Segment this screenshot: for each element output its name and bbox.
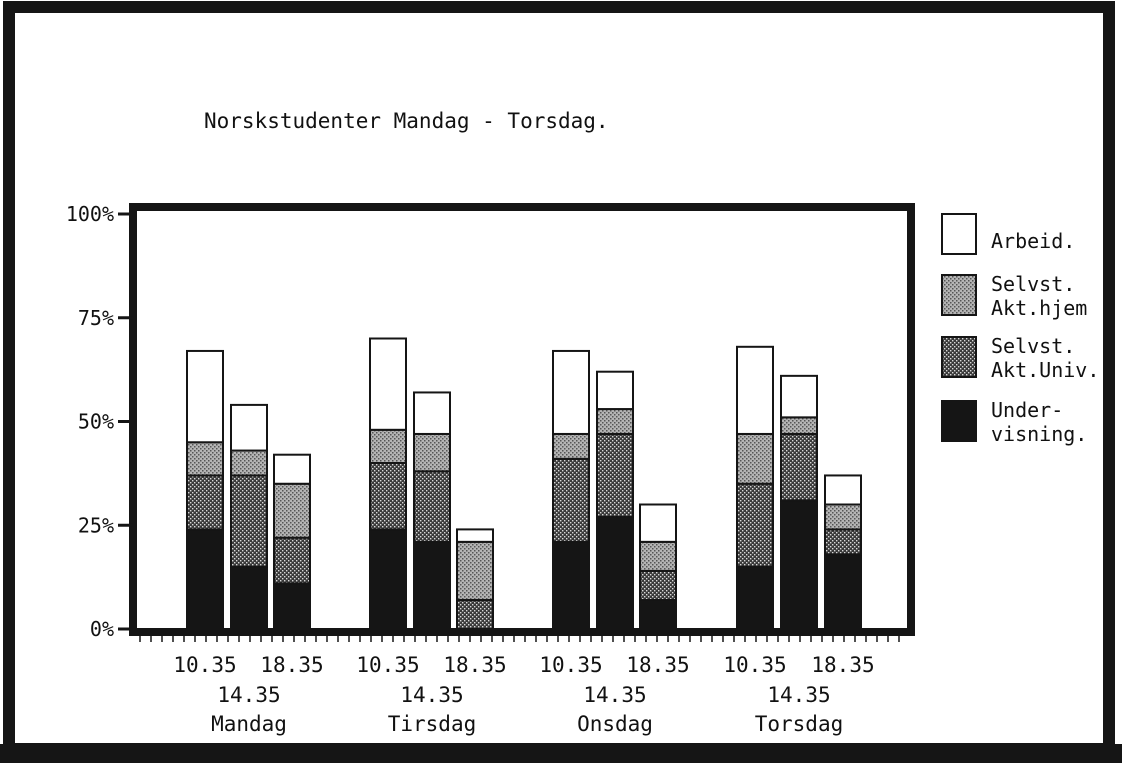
x-group-label: Tirsdag (388, 712, 477, 736)
bar-segment-4 (780, 374, 818, 419)
bar-segment-3 (552, 432, 590, 460)
bar-segment-1 (413, 540, 451, 630)
bar-segment-2 (230, 474, 268, 568)
bar-segment-1 (186, 528, 224, 631)
x-group-label: Onsdag (577, 712, 653, 736)
bar-segment-4 (596, 370, 634, 411)
bar-segment-2 (186, 474, 224, 531)
x-tick-label: 18.35 (626, 653, 689, 677)
bar-segment-3 (186, 441, 224, 477)
y-tick-label: 25% (78, 513, 114, 537)
bar-segment-2 (824, 528, 862, 556)
legend-swatch (941, 400, 977, 442)
bar-segment-1 (273, 582, 311, 630)
bar-segment-4 (552, 349, 590, 435)
bar-segment-4 (413, 391, 451, 435)
bar-segment-3 (780, 416, 818, 435)
bar-segment-3 (639, 540, 677, 572)
bar-segment-2 (639, 569, 677, 601)
legend-label: Under- (991, 398, 1063, 422)
bar-segment-1 (230, 565, 268, 630)
bar-segment-3 (456, 540, 494, 601)
bar-segment-3 (230, 449, 268, 477)
x-tick-label: 14.35 (583, 683, 646, 707)
x-tick-label: 18.35 (811, 653, 874, 677)
bottom-band (0, 744, 1122, 763)
bar-segment-3 (596, 408, 634, 435)
bar-segment-4 (186, 349, 224, 444)
legend-label: Selvst. (991, 334, 1075, 358)
bar-segment-2 (369, 462, 407, 531)
legend: Arbeid.Selvst.Akt.hjemSelvst.Akt.Univ.Un… (941, 213, 1099, 446)
y-tick-label: 100% (66, 202, 114, 226)
legend-swatch (941, 213, 977, 255)
y-tick-label: 0% (90, 617, 114, 641)
legend-label: Selvst. (991, 272, 1075, 296)
bar-segment-3 (413, 432, 451, 473)
bar-segment-4 (456, 528, 494, 543)
x-tick-label: 18.35 (260, 653, 323, 677)
x-tick-label: 10.35 (356, 653, 419, 677)
x-tick-label: 14.35 (400, 683, 463, 707)
bar-segment-2 (780, 432, 818, 502)
legend-label: Akt.hjem (991, 296, 1087, 320)
bar-segment-2 (552, 457, 590, 543)
axis-layer: 0% 25% 50% 75% 100% (66, 202, 900, 642)
y-tick-label: 75% (78, 306, 114, 330)
bar-segment-4 (736, 345, 774, 435)
x-tick-label: 10.35 (539, 653, 602, 677)
x-tick-label: 10.35 (723, 653, 786, 677)
bar-segment-4 (824, 474, 862, 506)
bars-layer (186, 337, 862, 631)
bar-segment-1 (824, 553, 862, 630)
x-axis-labels: 10.35 18.35 14.35 Mandag 10.35 18.35 14.35 Tirs… (173, 653, 874, 736)
bar-segment-1 (369, 528, 407, 631)
bar-segment-1 (736, 565, 774, 630)
plot-frame (129, 203, 915, 636)
bar-segment-1 (596, 515, 634, 631)
bar-segment-1 (780, 499, 818, 630)
legend-label: Akt.Univ. (991, 358, 1099, 382)
y-tick-label: 50% (78, 410, 114, 434)
bar-segment-4 (273, 453, 311, 485)
x-group-label: Torsdag (755, 712, 844, 736)
x-group-label: Mandag (211, 712, 287, 736)
bar-segment-3 (736, 432, 774, 485)
bar-segment-2 (273, 536, 311, 585)
bar-segment-1 (552, 540, 590, 630)
bar-segment-2 (456, 598, 494, 631)
legend-label: Arbeid. (991, 229, 1075, 253)
legend-label: visning. (991, 422, 1087, 446)
legend-swatch (941, 336, 977, 378)
x-tick-label: 18.35 (443, 653, 506, 677)
bar-segment-4 (639, 503, 677, 543)
bar-segment-4 (369, 337, 407, 431)
chart-title: Norskstudenter Mandag - Torsdag. (204, 109, 609, 133)
bar-segment-2 (596, 432, 634, 518)
legend-swatch (941, 274, 977, 316)
x-tick-label: 14.35 (767, 683, 830, 707)
bar-segment-4 (230, 403, 268, 452)
bar-segment-1 (639, 598, 677, 631)
x-tick-label: 14.35 (217, 683, 280, 707)
bar-segment-3 (273, 482, 311, 539)
bar-segment-3 (824, 503, 862, 531)
bar-segment-2 (413, 470, 451, 543)
bar-segment-3 (369, 428, 407, 464)
x-tick-label: 10.35 (173, 653, 236, 677)
bar-segment-2 (736, 482, 774, 568)
